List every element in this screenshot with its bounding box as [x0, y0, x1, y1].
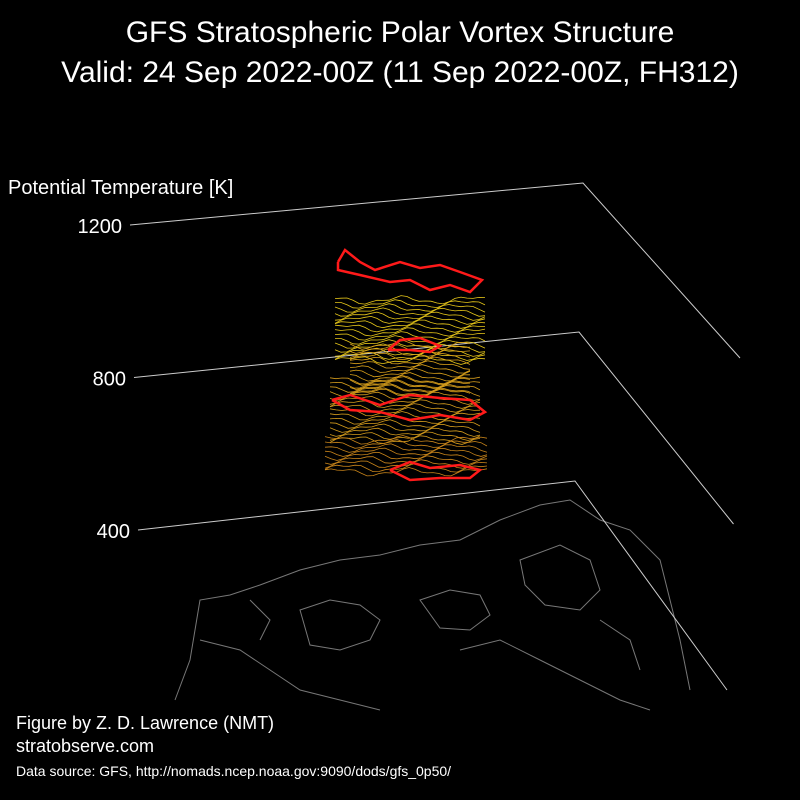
isentrope: [334, 319, 486, 329]
isentrope: [324, 451, 488, 461]
vortex-edge: [387, 336, 443, 354]
isentrope: [329, 379, 481, 389]
z-axis-label: Potential Temperature [K]: [8, 177, 233, 199]
isentrope: [324, 435, 488, 445]
website: stratobserve.com: [16, 736, 154, 756]
isentrope: [324, 443, 488, 453]
isentrope: [349, 376, 471, 386]
isentrope: [335, 335, 486, 345]
isentrope: [349, 360, 471, 370]
isentrope: [349, 380, 471, 390]
axis-planes: 400 800 1200: [78, 182, 741, 691]
isentrope: [349, 384, 471, 394]
data-source: Data source: GFS, http://nomads.ncep.noa…: [16, 763, 451, 779]
coastlines: [174, 499, 691, 711]
grid-line: [129, 182, 741, 359]
isentrope: [324, 455, 488, 465]
isentrope: [349, 364, 471, 374]
credit: Figure by Z. D. Lawrence (NMT): [16, 713, 274, 733]
isentrope: [334, 307, 486, 317]
isentrope: [349, 348, 471, 358]
isentrope: [329, 399, 481, 409]
isentrope: [329, 435, 481, 445]
isentrope: [349, 368, 471, 378]
isentrope: [324, 463, 488, 473]
isentrope: [329, 387, 481, 397]
vortex: [324, 248, 488, 482]
isentrope: [334, 315, 486, 325]
isentrope: [324, 447, 488, 457]
isentrope: [324, 467, 488, 477]
isentrope: [329, 431, 481, 441]
chart-title: GFS Stratospheric Polar Vortex Structure: [126, 16, 675, 49]
isentrope: [334, 331, 486, 341]
grid-line: [133, 331, 734, 525]
vortex-edge: [331, 393, 488, 422]
grid-line: [137, 480, 728, 691]
isentrope: [349, 352, 471, 361]
isentrope: [329, 383, 481, 393]
vortex-edge: [336, 248, 485, 294]
isentrope: [349, 340, 471, 350]
isentrope: [349, 356, 471, 365]
isentrope: [334, 323, 486, 333]
isentrope: [349, 372, 470, 382]
isentrope: [334, 311, 486, 321]
isentrope: [334, 355, 486, 365]
isentrope: [329, 427, 481, 437]
isentrope: [334, 303, 486, 313]
chart-subtitle: Valid: 24 Sep 2022-00Z (11 Sep 2022-00Z,…: [61, 56, 739, 89]
isentrope: [329, 419, 481, 429]
isentrope: [324, 439, 488, 449]
isentrope: [329, 375, 481, 385]
isentrope: [324, 459, 488, 469]
vortex-edge: [389, 460, 483, 482]
isentrope: [329, 403, 481, 413]
isentrope: [329, 423, 481, 433]
z-tick-label: 1200: [78, 216, 123, 238]
z-tick-label: 800: [93, 369, 126, 391]
isentrope: [335, 299, 486, 309]
isentrope: [334, 327, 486, 337]
z-tick-label: 400: [97, 521, 130, 543]
isentrope: [334, 295, 486, 305]
isentrope: [329, 411, 481, 421]
